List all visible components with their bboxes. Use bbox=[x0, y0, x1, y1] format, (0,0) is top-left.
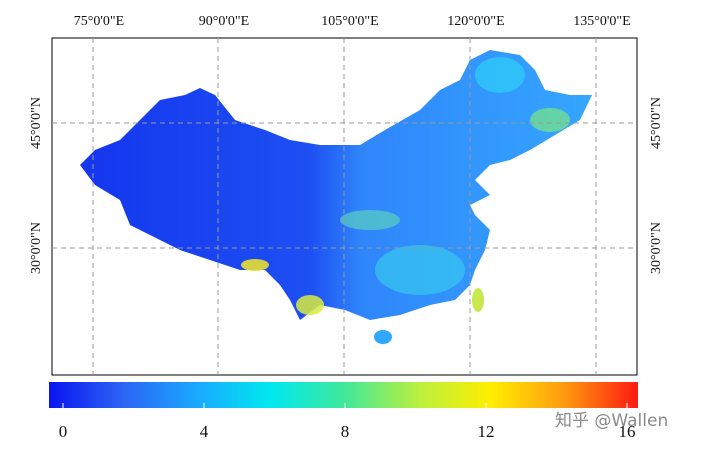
watermark: 知乎 @Wallen bbox=[555, 411, 668, 431]
colorbar bbox=[49, 382, 638, 408]
lat-label: 30°0'0"N bbox=[649, 222, 664, 274]
colorbar-tick-label: 8 bbox=[341, 422, 350, 441]
lon-label: 90°0'0"E bbox=[199, 14, 249, 29]
lon-label: 120°0'0"E bbox=[447, 14, 504, 29]
lon-label: 105°0'0"E bbox=[321, 14, 378, 29]
colorbar-tick-label: 12 bbox=[478, 422, 495, 441]
lon-label: 135°0'0"E bbox=[573, 14, 630, 29]
colorbar-tick-label: 4 bbox=[200, 422, 209, 441]
colorbar-tick-label: 16 bbox=[619, 422, 636, 441]
lat-label: 45°0'0"N bbox=[649, 97, 664, 149]
china-raster bbox=[80, 50, 592, 344]
colorbar-tick-label: 0 bbox=[59, 422, 68, 441]
lat-label: 45°0'0"N bbox=[29, 97, 44, 149]
lon-label: 75°0'0"E bbox=[74, 14, 124, 29]
lat-label: 30°0'0"N bbox=[29, 222, 44, 274]
